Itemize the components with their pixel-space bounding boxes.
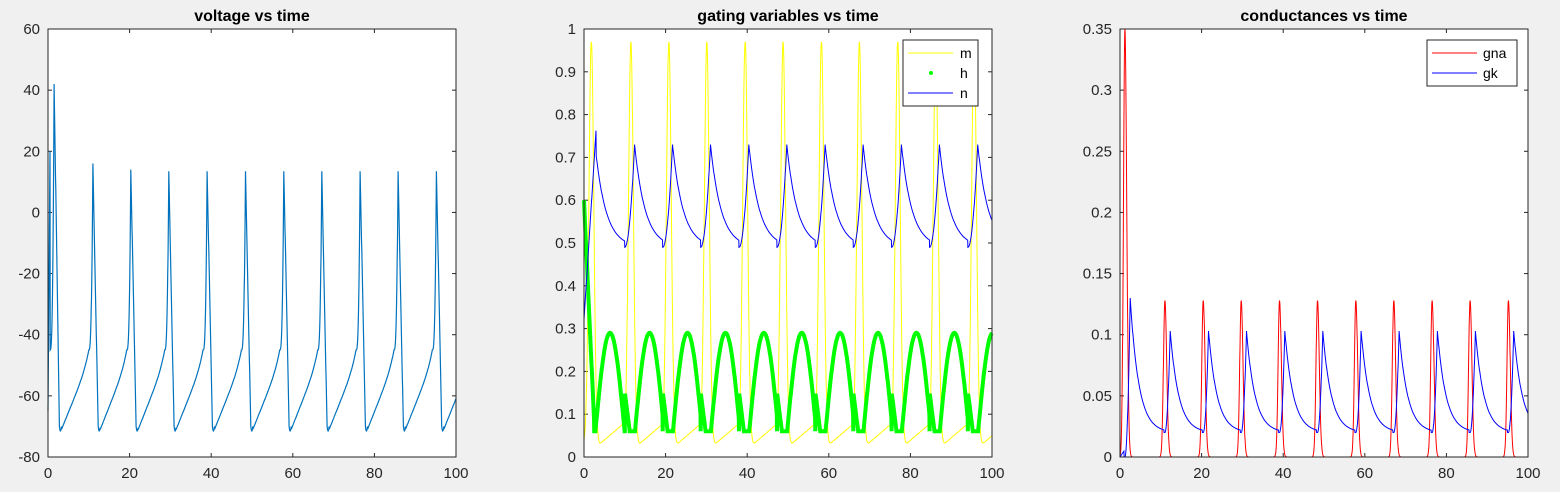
m-line — [583, 41, 993, 444]
x-tick-label: 20 — [121, 465, 138, 482]
y-tick-label: 0 — [1104, 449, 1112, 466]
chart-title: gating variables vs time — [697, 8, 879, 25]
y-tick-label: 0 — [568, 449, 576, 466]
x-tick-label: 0 — [1116, 465, 1124, 482]
y-tick-label: 0.25 — [1083, 143, 1112, 160]
y-tick-label: 0.05 — [1083, 388, 1112, 405]
y-tick-label: 0.7 — [555, 149, 576, 166]
legend-label-n: n — [960, 85, 968, 101]
y-tick-label: -60 — [18, 388, 40, 405]
x-tick-label: 100 — [443, 465, 468, 482]
y-tick-label: -80 — [18, 449, 40, 466]
legend-swatch-h — [929, 71, 933, 75]
axes-box — [1119, 28, 1529, 458]
y-tick-label: 0.3 — [1091, 82, 1112, 99]
legend: mhn — [902, 39, 979, 107]
voltage-line — [47, 83, 457, 432]
y-tick-label: -40 — [18, 327, 40, 344]
y-tick-label: 20 — [23, 143, 40, 160]
n-line — [583, 130, 993, 321]
conductance-axes[interactable]: conductances vs time 0 20 40 60 80 100 0 0.05 0.1… — [1083, 8, 1541, 482]
voltage-axes[interactable]: voltage vs time 0 20 40 60 80 100 -80 -60 -40 -20 0… — [18, 8, 468, 482]
axes-box — [583, 28, 993, 458]
y-tick-label: 0.3 — [555, 321, 576, 338]
x-tick-label: 80 — [366, 465, 383, 482]
y-tick-label: -20 — [18, 266, 40, 283]
x-tick-label: 80 — [1438, 465, 1455, 482]
legend-box — [902, 39, 979, 107]
legend: gna gk — [1426, 39, 1518, 87]
h-line — [582, 200, 994, 434]
y-tick-label: 0.1 — [555, 406, 576, 423]
plot-area — [1120, 29, 1528, 457]
x-tick-label: 60 — [284, 465, 301, 482]
x-tick-label: 0 — [44, 465, 52, 482]
legend-label-h: h — [960, 65, 968, 81]
y-tick-label: 0.1 — [1091, 327, 1112, 344]
x-tick-label: 40 — [203, 465, 220, 482]
y-tick-label: 0.2 — [555, 363, 576, 380]
legend-label-gna: gna — [1483, 45, 1507, 61]
x-tick-label: 60 — [1356, 465, 1373, 482]
y-tick-label: 1 — [568, 21, 576, 38]
chart-title: voltage vs time — [194, 8, 310, 25]
y-tick-label: 0.15 — [1083, 266, 1112, 283]
x-tick-label: 0 — [580, 465, 588, 482]
y-tick-label: 0 — [32, 204, 40, 221]
legend-label-gk: gk — [1483, 65, 1499, 81]
y-tick-label: 0.35 — [1083, 21, 1112, 38]
y-tick-label: 0.8 — [555, 107, 576, 124]
axes-box — [47, 28, 457, 458]
gk-line — [1119, 297, 1529, 458]
y-tick-label: 0.4 — [555, 278, 576, 295]
gating-axes[interactable]: gating variables vs time 0 20 40 60 80 100 0 0.1… — [555, 8, 1004, 482]
x-tick-label: 40 — [739, 465, 756, 482]
chart-title: conductances vs time — [1240, 8, 1407, 25]
x-tick-label: 20 — [1193, 465, 1210, 482]
y-tick-label: 40 — [23, 82, 40, 99]
y-tick-label: 60 — [23, 21, 40, 38]
y-tick-label: 0.6 — [555, 192, 576, 209]
y-tick-label: 0.9 — [555, 64, 576, 81]
x-tick-label: 100 — [979, 465, 1004, 482]
legend-label-m: m — [960, 45, 972, 61]
x-tick-label: 20 — [657, 465, 674, 482]
y-tick-label: 0.2 — [1091, 204, 1112, 221]
x-tick-label: 40 — [1275, 465, 1292, 482]
x-tick-label: 100 — [1515, 465, 1540, 482]
x-tick-label: 80 — [902, 465, 919, 482]
legend-box — [1426, 39, 1518, 87]
plot-area — [48, 29, 456, 457]
y-tick-label: 0.5 — [555, 235, 576, 252]
x-tick-label: 60 — [820, 465, 837, 482]
